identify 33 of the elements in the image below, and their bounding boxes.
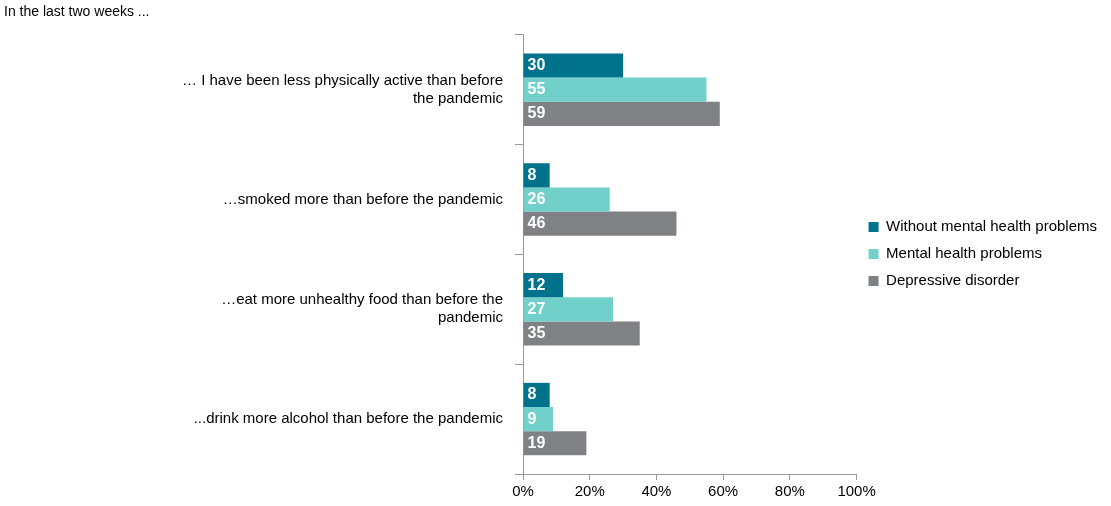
data-label: 19 (527, 433, 546, 451)
data-label: 55 (527, 80, 546, 98)
data-label: 59 (527, 104, 546, 122)
data-label: 46 (527, 214, 546, 232)
data-label: 26 (527, 189, 546, 207)
data-label: 12 (527, 275, 546, 293)
legend-label: Depressive disorder (886, 271, 1020, 289)
data-label: 9 (527, 409, 537, 427)
x-tick-label: 80% (774, 482, 805, 500)
y-tick-label: …smoked more than before the pandemic (222, 189, 504, 207)
legend-label: Without mental health problems (886, 217, 1097, 235)
x-tick-label: 60% (708, 482, 739, 500)
data-label: 8 (527, 385, 537, 403)
y-tick-label: …eat more unhealthy food than before the pandemic (221, 290, 504, 326)
bar (523, 187, 610, 212)
x-tick-label: 100% (837, 482, 876, 500)
x-tick-label: 20% (574, 482, 605, 500)
x-tick-label: 0% (512, 482, 534, 500)
data-label: 35 (527, 323, 546, 341)
bar (523, 53, 624, 78)
x-tick-label: 40% (641, 482, 672, 500)
y-tick-label: … I have been less physically active than before the pandemic (181, 70, 504, 106)
bar (523, 297, 614, 322)
bar (523, 101, 720, 126)
y-tick-label: ...drink more alcohol than before the pandemic (193, 409, 504, 427)
bar (523, 77, 707, 102)
text: In the last two weeks ... (4, 3, 150, 20)
data-label: 30 (527, 55, 546, 73)
legend-label: Mental health problems (886, 244, 1042, 262)
data-label: 8 (527, 165, 537, 183)
data-label: 27 (527, 299, 546, 317)
bar (523, 321, 640, 346)
bar (523, 211, 677, 236)
